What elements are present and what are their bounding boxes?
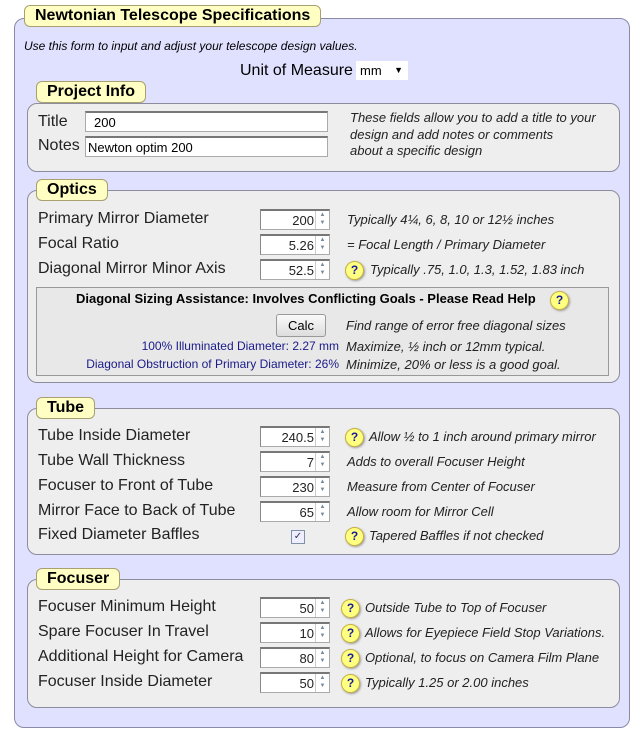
field-label: Tube Wall Thickness [38,452,186,469]
field-note: Tapered Baffles if not checked [369,528,544,543]
baffles-checkbox[interactable]: ✓ [291,530,305,544]
spinner[interactable]: ▲ ▼ [315,428,329,446]
illuminated-diameter: 100% Illuminated Diameter: 2.27 mm [141,339,339,353]
project-help-2: design and add notes or comments [350,127,554,142]
number-input[interactable]: 240.5 ▲ ▼ [260,426,330,447]
field-label: Fixed Diameter Baffles [38,526,200,543]
number-input[interactable]: 230 ▲ ▼ [260,476,330,497]
unit-label: Unit of Measure [240,62,353,79]
field-note: Allow room for Mirror Cell [347,504,494,519]
spinner[interactable]: ▲ ▼ [315,261,329,279]
focuser-legend: Focuser [36,568,121,590]
illuminated-note: Maximize, ½ inch or 12mm typical. [346,339,546,354]
input-value: 230 [292,480,314,495]
help-icon[interactable]: ? [345,527,364,546]
input-value: 10 [299,626,314,641]
form-title: Newtonian Telescope Specifications [24,5,322,27]
field-label: Focal Ratio [38,235,119,252]
help-icon[interactable]: ? [345,261,364,280]
number-input[interactable]: 50 ▲ ▼ [260,672,330,693]
unit-select[interactable]: mm ▼ [356,61,408,80]
field-note: Typically 4¼, 6, 8, 10 or 12½ inches [347,212,555,227]
notes-input[interactable]: Newton optim 200 [85,136,328,157]
spinner[interactable]: ▲ ▼ [315,599,329,617]
field-label: Focuser to Front of Tube [38,477,214,494]
number-input[interactable]: 7 ▲ ▼ [260,451,330,472]
spinner[interactable]: ▲ ▼ [315,624,329,642]
field-note: Adds to overall Focuser Height [347,454,525,469]
notes-label: Notes [38,137,80,154]
number-input[interactable]: 10 ▲ ▼ [260,622,330,643]
field-note: Outside Tube to Top of Focuser [365,600,547,615]
input-value: 5.26 [288,238,314,253]
title-input[interactable]: 200 [85,111,328,132]
input-value: 7 [306,455,314,470]
obstruction-note: Minimize, 20% or less is a good goal. [346,357,561,372]
help-icon[interactable]: ? [345,428,364,447]
field-label: Tube Inside Diameter [38,427,191,444]
spinner[interactable]: ▲ ▼ [315,211,329,229]
field-note: Typically 1.25 or 2.00 inches [365,675,529,690]
field-label: Mirror Face to Back of Tube [38,502,236,519]
assist-heading: Diagonal Sizing Assistance: Involves Con… [76,291,536,306]
field-note: Optional, to focus on Camera Film Plane [365,650,600,665]
spinner[interactable]: ▲ ▼ [315,236,329,254]
number-input[interactable]: 65 ▲ ▼ [260,501,330,522]
intro-text: Use this form to input and adjust your t… [24,39,358,53]
number-input[interactable]: 80 ▲ ▼ [260,647,330,668]
field-note: = Focal Length / Primary Diameter [347,237,546,252]
field-label: Focuser Inside Diameter [38,673,213,690]
field-label: Diagonal Mirror Minor Axis [38,260,226,277]
input-value: 52.5 [288,263,314,278]
help-icon[interactable]: ? [341,624,360,643]
calc-note: Find range of error free diagonal sizes [346,318,566,333]
spinner[interactable]: ▲ ▼ [315,453,329,471]
optics-legend: Optics [36,179,108,201]
project-info-legend: Project Info [36,81,147,103]
chevron-down-icon: ▼ [394,65,403,75]
input-value: 50 [299,676,314,691]
field-label: Primary Mirror Diameter [38,210,209,227]
field-note: Measure from Center of Focuser [347,479,535,494]
input-value: 80 [299,651,314,666]
help-icon[interactable]: ? [341,599,360,618]
number-input[interactable]: 50 ▲ ▼ [260,597,330,618]
obstruction-value: Diagonal Obstruction of Primary Diameter… [86,357,339,371]
field-note: Typically .75, 1.0, 1.3, 1.52, 1.83 inch [370,262,585,277]
spinner[interactable]: ▲ ▼ [315,674,329,692]
field-note: Allow ½ to 1 inch around primary mirror [369,429,596,444]
tube-legend: Tube [36,397,96,419]
title-label: Title [38,113,68,130]
unit-value: mm [360,63,382,78]
number-input[interactable]: 200 ▲ ▼ [260,209,330,230]
input-value: 240.5 [281,430,314,445]
help-icon[interactable]: ? [341,674,360,693]
project-help-1: These fields allow you to add a title to… [350,110,596,125]
input-value: 50 [299,601,314,616]
input-value: 200 [292,213,314,228]
calc-button[interactable]: Calc [276,314,326,337]
field-note: Allows for Eyepiece Field Stop Variation… [365,625,606,640]
spinner[interactable]: ▲ ▼ [315,503,329,521]
help-icon[interactable]: ? [341,649,360,668]
field-label: Additional Height for Camera [38,648,244,665]
spinner[interactable]: ▲ ▼ [315,478,329,496]
number-input[interactable]: 5.26 ▲ ▼ [260,234,330,255]
field-label: Spare Focuser In Travel [38,623,209,640]
help-icon[interactable]: ? [550,291,569,310]
spinner[interactable]: ▲ ▼ [315,649,329,667]
number-input[interactable]: 52.5 ▲ ▼ [260,259,330,280]
input-value: 65 [299,505,314,520]
project-help-3: about a specific design [350,143,483,158]
field-label: Focuser Minimum Height [38,598,216,615]
